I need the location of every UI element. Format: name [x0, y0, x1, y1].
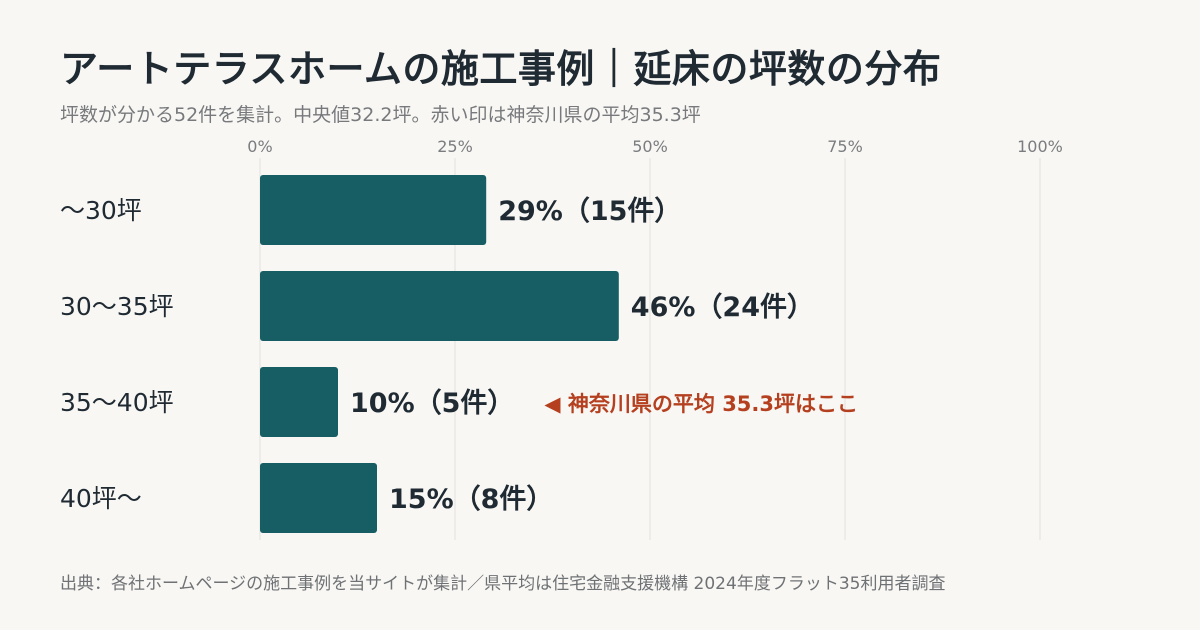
x-tick-label: 0%	[247, 137, 272, 156]
x-tick-label: 75%	[827, 137, 863, 156]
bar	[260, 463, 377, 533]
category-label: 〜30坪	[60, 196, 142, 225]
value-label: 10%（5件）	[350, 388, 514, 419]
value-label: 15%（8件）	[389, 484, 553, 515]
source-footnote: 出典：各社ホームページの施工事例を当サイトが集計／県平均は住宅金融支援機構 20…	[60, 574, 946, 594]
x-tick-label: 50%	[632, 137, 668, 156]
x-tick-label: 25%	[437, 137, 473, 156]
value-label: 29%（15件）	[498, 196, 681, 227]
category-label: 30〜35坪	[60, 292, 174, 321]
bar	[260, 367, 338, 437]
chart-title: アートテラスホームの施工事例｜延床の坪数の分布	[60, 47, 942, 91]
bar	[260, 175, 487, 245]
category-label: 35〜40坪	[60, 388, 174, 417]
value-label: 46%（24件）	[631, 292, 814, 323]
chart-subtitle: 坪数が分かる52件を集計。中央値32.2坪。赤い印は神奈川県の平均35.3坪	[60, 104, 701, 126]
category-label: 40坪〜	[60, 484, 142, 513]
x-tick-label: 100%	[1017, 137, 1063, 156]
bar	[260, 271, 619, 341]
average-annotation: ◀ 神奈川県の平均 35.3坪はここ	[544, 392, 858, 416]
